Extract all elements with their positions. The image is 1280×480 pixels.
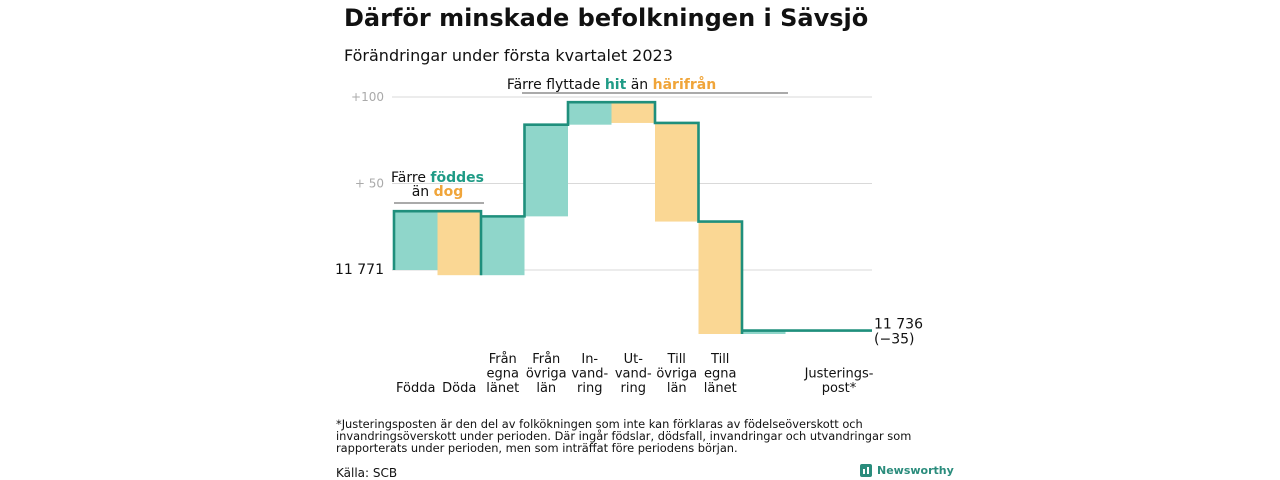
waterfall-bar xyxy=(611,102,655,123)
end-value-label: 11 736 xyxy=(874,317,923,333)
migration-annotation: Färre flyttade hit än härifrån xyxy=(507,76,716,93)
category-label: egna xyxy=(704,367,736,382)
annotation-text: än xyxy=(626,77,652,93)
waterfall-bar xyxy=(742,330,786,335)
category-label: vand- xyxy=(571,367,608,382)
waterfall-bar xyxy=(394,211,438,270)
category-label: Från xyxy=(489,352,517,367)
category-label: Födda xyxy=(396,381,435,396)
category-label: övriga xyxy=(526,367,567,382)
annotation-highlight-out: dog xyxy=(434,184,464,200)
start-value-label: 11 771 xyxy=(335,262,384,278)
category-label: post* xyxy=(822,381,857,396)
annotation-text: Färre flyttade xyxy=(507,77,605,93)
category-label: län xyxy=(536,381,556,396)
bar-chart-icon xyxy=(860,464,872,477)
y-tick-label: +100 xyxy=(351,90,384,104)
category-label: vand- xyxy=(615,367,652,382)
category-label: länet xyxy=(486,381,519,396)
cumulative-step-line xyxy=(392,100,872,335)
births-annotation-line1: Färre föddes xyxy=(391,170,484,186)
category-label: Till xyxy=(667,352,686,367)
annotation-highlight-out: härifrån xyxy=(653,76,717,93)
annotation-text: Färre xyxy=(391,170,430,186)
category-label: Justerings- xyxy=(804,367,874,382)
annotation-highlight-in: hit xyxy=(605,77,627,93)
category-label: In- xyxy=(581,352,598,367)
category-label: Till xyxy=(710,352,729,367)
waterfall-bar xyxy=(568,102,612,125)
footnote: *Justeringsposten är den del av folkökni… xyxy=(336,417,912,455)
category-label: Ut- xyxy=(624,352,644,367)
waterfall-bar xyxy=(481,216,525,276)
waterfall-bar xyxy=(698,221,742,335)
annotation-highlight-in: föddes xyxy=(430,170,484,186)
brand-logo: Newsworthy xyxy=(860,464,954,477)
y-tick-label: + 50 xyxy=(355,177,384,191)
category-label: ring xyxy=(577,381,602,396)
category-label: län xyxy=(667,381,687,396)
category-label: Döda xyxy=(442,381,476,396)
waterfall-bar xyxy=(655,122,699,222)
source-label: Källa: SCB xyxy=(336,466,398,480)
chart-subtitle: Förändringar under första kvartalet 2023 xyxy=(344,46,673,65)
births-annotation-line2: än dog xyxy=(412,184,464,200)
waterfall-bar xyxy=(437,211,481,276)
category-label: länet xyxy=(704,381,737,396)
category-label: egna xyxy=(487,367,519,382)
waterfall-bar xyxy=(524,124,568,217)
annotation-text: än xyxy=(412,184,434,200)
category-label: Från xyxy=(532,352,560,367)
category-label: övriga xyxy=(656,367,697,382)
chart-title: Därför minskade befolkningen i Sävsjö xyxy=(344,4,869,32)
end-change-label: (−35) xyxy=(874,332,914,348)
brand-name: Newsworthy xyxy=(877,464,954,477)
category-label: ring xyxy=(621,381,646,396)
